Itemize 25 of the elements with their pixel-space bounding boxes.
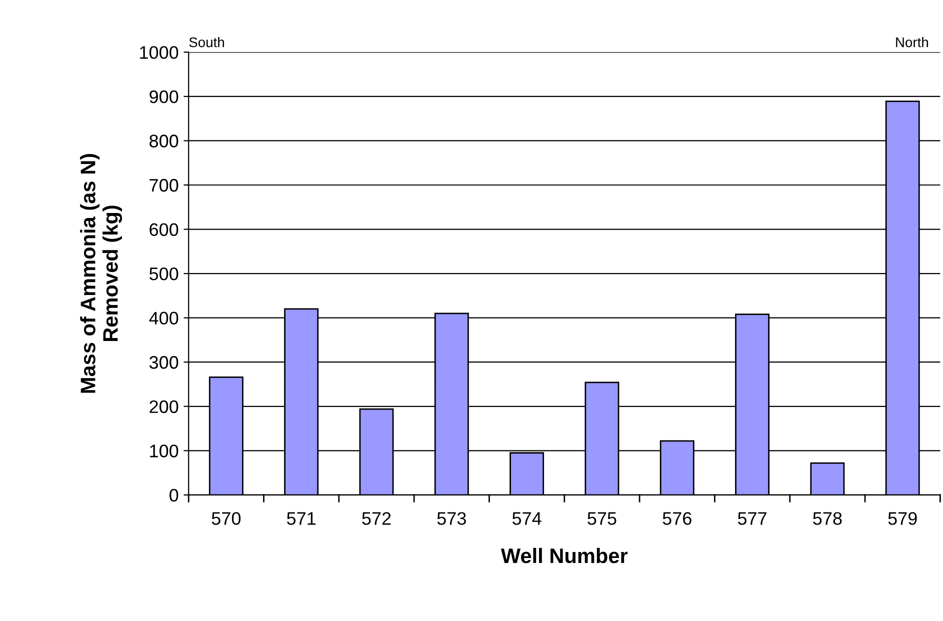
x-tick-label: 578 (813, 512, 842, 525)
x-tick-label: 573 (437, 512, 466, 525)
y-tick-label: 300 (149, 356, 178, 369)
y-tick-label: 0 (170, 488, 178, 502)
y-tick-label: 400 (149, 312, 178, 325)
y-tick-label: 500 (149, 267, 178, 280)
y-tick-label: 100 (150, 444, 178, 458)
x-tick-label: 572 (362, 512, 391, 525)
text: South (189, 37, 224, 48)
x-tick-label: 579 (888, 512, 917, 525)
y-tick-label: 700 (150, 178, 178, 192)
x-tick-label: 576 (662, 512, 692, 525)
y-tick-label: 800 (150, 134, 178, 148)
x-tick-label: 574 (512, 512, 542, 525)
y-tick-label: 1000 (140, 46, 178, 59)
x-axis-title: Well Number (500, 548, 628, 564)
y-tick-label: 900 (150, 90, 178, 104)
y-tick-label: 600 (150, 223, 178, 236)
y-axis-title: Mass of Ammonia (as N) Removed (kg) (80, 154, 122, 393)
x-tick-label: 577 (738, 512, 766, 525)
x-tick-label: 571 (286, 512, 316, 525)
x-tick-label: 575 (588, 512, 616, 525)
text: North (896, 37, 928, 48)
y-tick-label: 200 (150, 400, 178, 414)
x-tick-label: 570 (212, 512, 241, 525)
